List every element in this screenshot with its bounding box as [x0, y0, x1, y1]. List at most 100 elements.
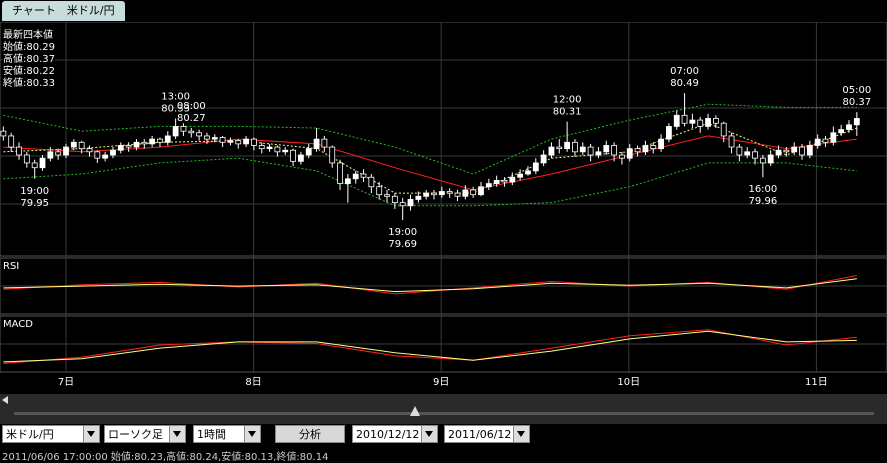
high-time: 13:00	[161, 91, 190, 102]
candle-body	[290, 149, 296, 162]
high-price: 80.37	[843, 97, 872, 108]
candle-body	[783, 149, 790, 153]
candle-body	[673, 114, 680, 127]
analyze-button[interactable]: 分析	[275, 425, 345, 443]
candle-body	[31, 162, 38, 169]
candle-body	[712, 118, 719, 124]
candle-body	[180, 126, 187, 132]
ohlc-label: 始値:	[3, 42, 27, 53]
ohlc-row: 安値:80.22	[3, 66, 55, 78]
high-price: 80.27	[177, 113, 206, 124]
candle-body	[846, 124, 852, 130]
candle-body	[611, 145, 617, 156]
from-date[interactable]: 2010/12/12	[352, 425, 438, 443]
low-price: 79.69	[388, 239, 417, 250]
candle-body	[697, 119, 704, 127]
scroll-arrow[interactable]	[2, 396, 8, 404]
candle-body	[423, 192, 430, 197]
latest-ohlc: 最新四本値 始値:80.29 高値:80.37 安値:80.22 終値:80.33	[3, 30, 56, 90]
main-panel	[0, 22, 887, 257]
ohlc-label: 安値:	[3, 66, 27, 77]
scroll-thumb[interactable]	[410, 406, 420, 416]
candle-body	[352, 173, 359, 180]
candle-body	[391, 195, 398, 204]
candle-body	[376, 186, 383, 196]
candle-body	[775, 149, 782, 156]
candle-body	[219, 137, 226, 143]
latest-title: 最新四本値	[3, 30, 53, 41]
high-time: 05:00	[842, 85, 871, 96]
pair-select[interactable]: 米ドル/円	[2, 425, 100, 443]
macd-line	[3, 329, 857, 364]
candle-body	[243, 138, 249, 145]
low-time: 16:00	[748, 184, 777, 195]
tab-bar: チャート 米ドル/円	[0, 0, 887, 22]
candle-body	[650, 145, 657, 150]
ohlc-label: 終値:	[3, 78, 27, 89]
candle-body	[752, 151, 758, 159]
candle-body	[344, 178, 351, 184]
candle-body	[384, 194, 390, 197]
dropdown-arrow[interactable]	[513, 426, 529, 442]
candle-body	[172, 126, 179, 137]
candle-body	[830, 132, 837, 143]
candle-body	[493, 179, 500, 184]
candle-body	[235, 140, 242, 145]
dropdown-arrow[interactable]	[83, 426, 99, 442]
x-tick-label: 11日	[805, 377, 828, 388]
candle-body	[736, 146, 743, 156]
candle-body	[117, 145, 124, 151]
ohlc-row: 始値:80.29	[3, 42, 55, 54]
tab[interactable]: チャート 米ドル/円	[2, 1, 125, 21]
candle-body	[532, 162, 539, 172]
candle-body	[462, 189, 469, 197]
low-price: 79.96	[749, 196, 778, 207]
high-price: 80.31	[553, 107, 582, 118]
period-select[interactable]: 1時間	[193, 425, 261, 443]
to-text: 2011/06/12	[448, 428, 512, 441]
status-bar: 2011/06/06 17:00:00 始値:80.23,高値:80.24,安値…	[2, 452, 329, 463]
candle-body	[525, 170, 531, 175]
candle-body	[329, 146, 336, 164]
candle-body	[157, 138, 163, 143]
high-time: 07:00	[670, 66, 699, 77]
candle-body	[141, 141, 148, 145]
candle-body	[321, 138, 328, 148]
candle-body	[313, 138, 320, 150]
overlay-line	[3, 103, 857, 175]
x-tick-label: 7日	[58, 377, 74, 388]
low-price: 79.95	[20, 198, 49, 209]
candle-body	[744, 151, 751, 156]
ohlc-value: 80.37	[26, 54, 56, 65]
candle-body	[626, 148, 633, 159]
candle-body	[556, 146, 563, 150]
high-time: 12:00	[553, 95, 582, 106]
ohlc-value: 80.29	[26, 42, 56, 53]
candle-body	[55, 151, 62, 156]
ohlc-value: 80.33	[26, 78, 56, 89]
candle-body	[78, 141, 85, 150]
candle-body	[8, 135, 15, 148]
scroll-track[interactable]	[14, 412, 874, 415]
dropdown-arrow[interactable]	[244, 426, 260, 442]
dropdown-arrow[interactable]	[169, 426, 185, 442]
overlay-line	[3, 135, 857, 191]
candle-body	[305, 148, 312, 156]
x-tick-label: 10日	[617, 377, 640, 388]
x-tick-label: 9日	[433, 377, 449, 388]
candle-body	[149, 138, 156, 145]
to-date[interactable]: 2011/06/12	[444, 425, 530, 443]
candle-body	[258, 145, 265, 150]
candle-body	[23, 154, 30, 164]
candle-body	[133, 141, 140, 148]
candle-body	[110, 149, 116, 156]
pair-text: 米ドル/円	[6, 428, 54, 441]
candle-body	[399, 202, 406, 207]
period-text: 1時間	[197, 428, 226, 441]
chart-type-select[interactable]: ローソク足	[104, 425, 186, 443]
candle-body	[579, 146, 586, 153]
candle-body	[806, 145, 813, 156]
candle-body	[454, 192, 461, 197]
dropdown-arrow[interactable]	[421, 426, 437, 442]
